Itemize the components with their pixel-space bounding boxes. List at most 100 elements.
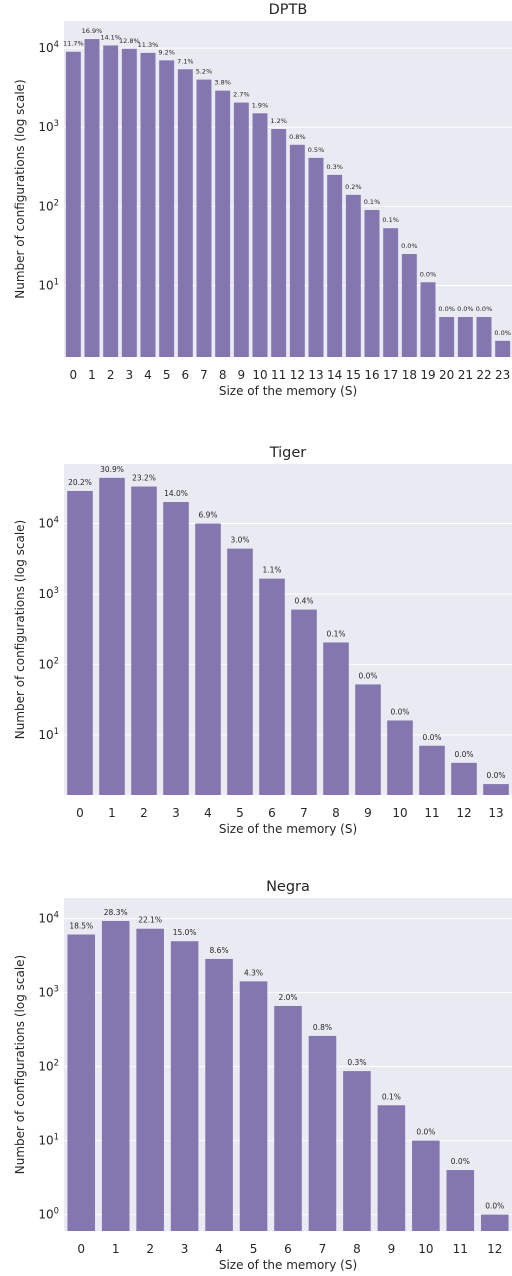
bar <box>323 642 349 795</box>
plot-area <box>64 21 512 357</box>
bar-value-label: 6.9% <box>198 511 217 520</box>
bar-value-label: 8.6% <box>210 946 229 955</box>
bar <box>67 490 93 795</box>
x-tick-label: 5 <box>163 368 171 382</box>
x-tick-label: 3 <box>181 1242 189 1256</box>
x-tick-label: 4 <box>144 368 152 382</box>
bar-value-label: 0.1% <box>382 216 399 224</box>
bar <box>345 194 361 357</box>
bar <box>170 941 199 1231</box>
x-tick-label: 3 <box>126 368 134 382</box>
bar <box>140 52 156 357</box>
bar-value-label: 0.2% <box>345 183 362 191</box>
x-tick-label: 4 <box>204 806 212 820</box>
bar-value-label: 4.3% <box>244 968 263 977</box>
bar-value-label: 5.2% <box>196 68 213 76</box>
x-tick-label: 13 <box>308 368 323 382</box>
bar-value-label: 0.8% <box>313 1023 332 1032</box>
bar <box>233 102 249 358</box>
bar <box>136 928 164 1231</box>
bar <box>274 1005 302 1231</box>
y-tick-label: 104 <box>38 39 59 55</box>
x-tick-label: 9 <box>238 368 246 382</box>
bar-value-label: 1.9% <box>252 101 269 109</box>
bar-value-label: 7.1% <box>177 57 194 65</box>
x-tick-label: 2 <box>107 368 115 382</box>
bar <box>252 113 268 358</box>
bar-value-label: 14.1% <box>100 33 121 41</box>
bar-value-label: 0.3% <box>326 163 343 171</box>
bar <box>480 1214 509 1231</box>
bar <box>65 51 81 358</box>
x-tick-label: 5 <box>250 1242 258 1256</box>
x-tick-label: 6 <box>284 1242 292 1256</box>
y-tick-label: 104 <box>38 515 59 531</box>
bar <box>271 129 287 357</box>
bar-value-label: 0.0% <box>358 671 377 680</box>
bar <box>343 1071 371 1231</box>
bar-value-label: 0.8% <box>289 133 306 141</box>
bar <box>239 981 268 1231</box>
bar <box>387 720 413 795</box>
y-tick-label: 101 <box>38 726 59 742</box>
bar <box>163 502 189 795</box>
chart-title: Negra <box>266 879 310 895</box>
bar-value-label: 0.5% <box>308 146 325 154</box>
y-tick-label: 101 <box>38 277 59 293</box>
x-tick-label: 21 <box>458 368 473 382</box>
x-tick-label: 6 <box>268 806 276 820</box>
bar-value-label: 0.0% <box>457 305 474 313</box>
bar <box>446 1170 475 1231</box>
x-tick-label: 9 <box>388 1242 396 1256</box>
x-tick-label: 4 <box>215 1242 223 1256</box>
bar-value-label: 0.0% <box>454 750 473 759</box>
chart-panel-tiger: 10110210310420.2%030.9%123.2%214.0%36.9%… <box>13 445 512 836</box>
y-tick-label: 102 <box>38 655 59 671</box>
bar-value-label: 22.1% <box>138 916 162 925</box>
x-tick-label: 10 <box>252 368 267 382</box>
y-tick-label: 103 <box>38 984 59 1000</box>
x-tick-label: 14 <box>327 368 342 382</box>
x-tick-label: 12 <box>456 806 471 820</box>
x-tick-label: 8 <box>219 368 227 382</box>
bar <box>196 79 212 358</box>
bar <box>291 609 317 795</box>
x-tick-label: 19 <box>420 368 435 382</box>
y-tick-label: 103 <box>38 118 59 134</box>
x-tick-label: 1 <box>88 368 96 382</box>
bar <box>159 60 175 357</box>
bar <box>215 90 231 358</box>
bar <box>67 934 96 1231</box>
x-tick-label: 11 <box>424 806 439 820</box>
x-tick-label: 18 <box>402 368 417 382</box>
x-tick-label: 17 <box>383 368 398 382</box>
x-axis-label: Size of the memory (S) <box>219 822 357 836</box>
bar-value-label: 1.2% <box>270 117 287 125</box>
x-tick-label: 2 <box>146 1242 154 1256</box>
x-tick-label: 13 <box>488 806 503 820</box>
bar-value-label: 0.0% <box>486 771 505 780</box>
bar <box>451 762 477 795</box>
x-tick-label: 5 <box>236 806 244 820</box>
bar-value-label: 16.9% <box>82 27 103 35</box>
bar <box>195 523 221 795</box>
bar <box>99 477 125 795</box>
x-tick-label: 7 <box>319 1242 327 1256</box>
x-tick-label: 2 <box>140 806 148 820</box>
bar-value-label: 23.2% <box>132 474 156 483</box>
bar-value-label: 2.7% <box>233 91 250 99</box>
x-tick-label: 12 <box>487 1242 502 1256</box>
bar-value-label: 0.0% <box>438 305 455 313</box>
x-tick-label: 0 <box>77 1242 85 1256</box>
y-tick-label: 100 <box>38 1206 59 1222</box>
bar-value-label: 3.8% <box>214 79 231 87</box>
bar <box>121 48 137 358</box>
bar-value-label: 0.0% <box>416 1128 435 1137</box>
x-tick-label: 16 <box>364 368 379 382</box>
bar <box>419 745 445 795</box>
bar-value-label: 0.0% <box>485 1202 504 1211</box>
y-axis-label: Number of configurations (log scale) <box>13 79 27 298</box>
bar <box>377 1105 406 1231</box>
bar <box>308 1035 337 1231</box>
